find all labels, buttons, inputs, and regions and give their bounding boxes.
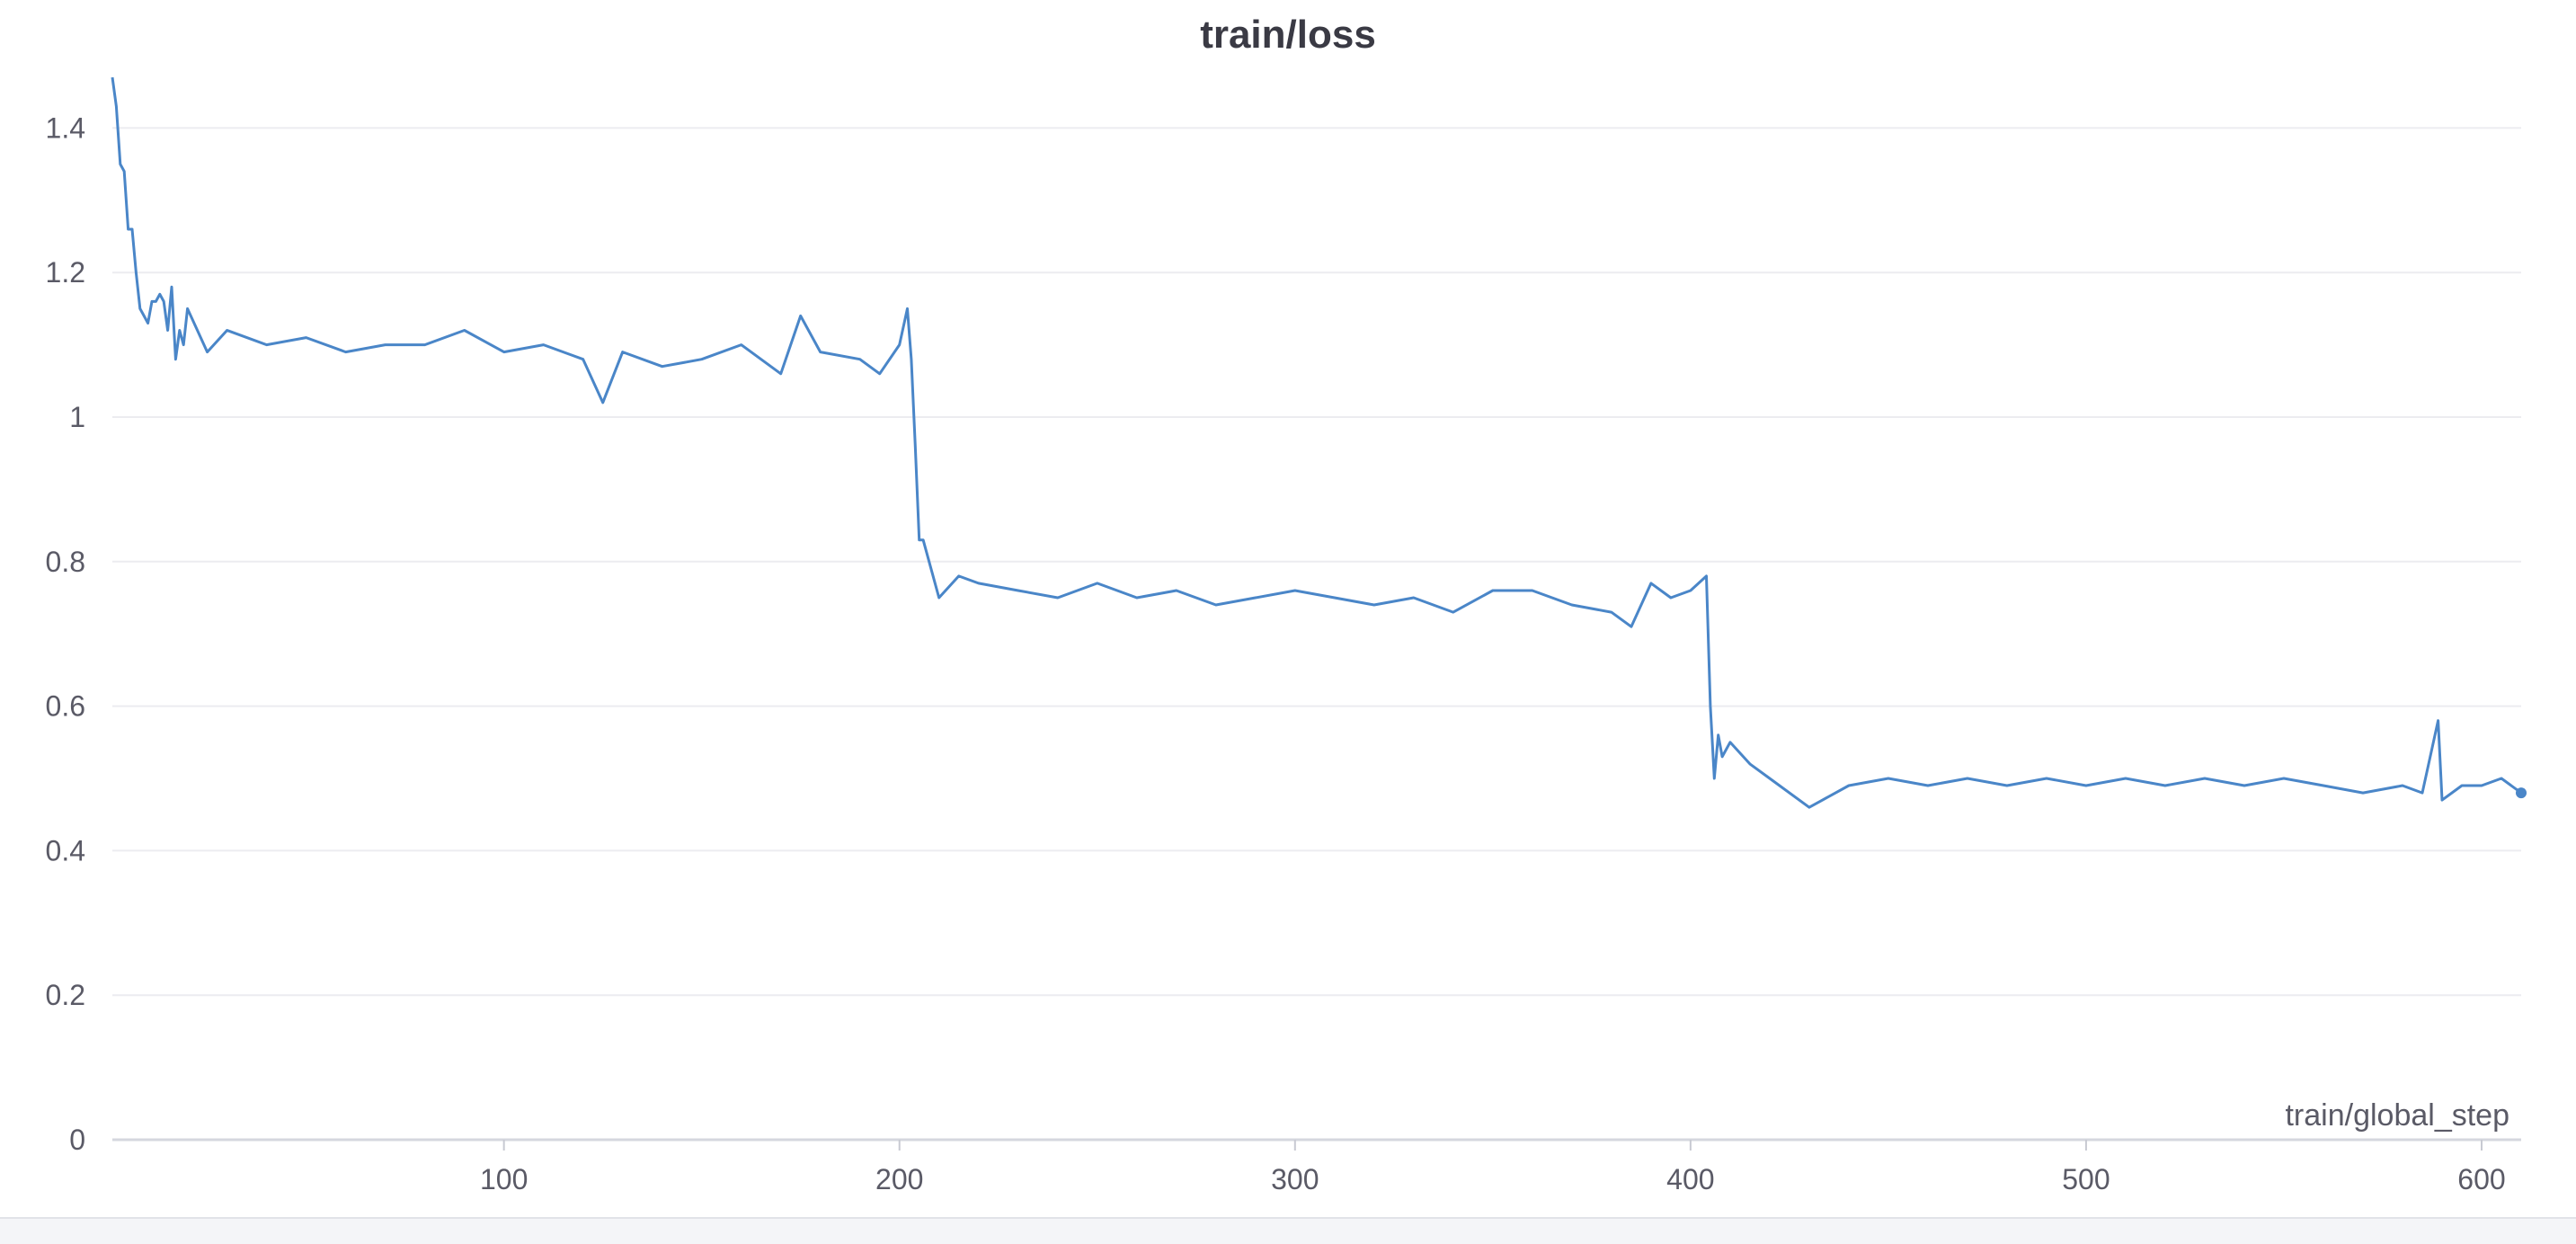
y-tick-label: 1.2 <box>46 256 85 289</box>
series-end-point <box>2516 787 2527 799</box>
y-tick-label: 0.4 <box>46 834 85 866</box>
x-tick-label: 100 <box>480 1163 528 1195</box>
loss-series-line <box>111 76 2522 809</box>
y-tick-label: 0 <box>69 1124 85 1156</box>
y-tick-label: 1 <box>69 401 85 433</box>
x-axis-label: train/global_step <box>2285 1098 2509 1133</box>
x-tick-label: 600 <box>2457 1163 2505 1195</box>
y-tick-label: 1.4 <box>46 111 85 144</box>
chart-panel: train/loss 0 0.2 0.4 0.6 0.8 1 1.2 1.4 100 200 300… <box>45 13 2527 1195</box>
y-tick-label: 0.2 <box>46 979 85 1011</box>
chart-title: train/loss <box>1200 13 1376 57</box>
y-tick-label: 0.8 <box>46 546 85 578</box>
x-tick-label: 200 <box>875 1163 923 1195</box>
x-tick-label: 400 <box>1666 1163 1714 1195</box>
x-tick-label: 500 <box>2062 1163 2110 1195</box>
line-chart: 0 0.2 0.4 0.6 0.8 1 1.2 1.4 100 200 300 400 500 600 <box>46 76 2527 1195</box>
x-tick-label: 300 <box>1271 1163 1319 1195</box>
y-tick-label: 0.6 <box>46 690 85 723</box>
panel-footer-bar <box>0 1217 2576 1244</box>
